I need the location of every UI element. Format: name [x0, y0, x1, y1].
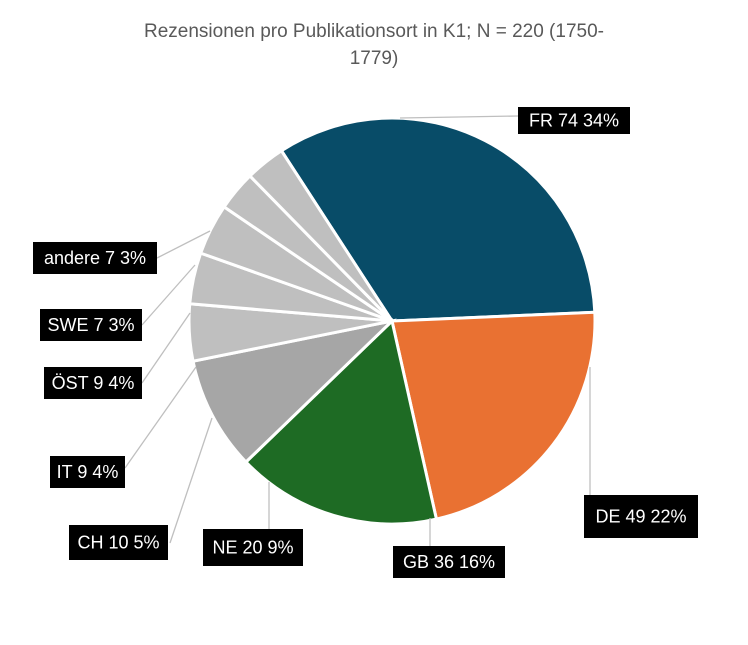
data-label-fr: FR 74 34%	[518, 107, 630, 134]
data-label-text: CH 10 5%	[77, 533, 159, 553]
data-label-box	[518, 107, 630, 134]
data-label-box	[203, 529, 303, 566]
data-label-swe: SWE 7 3%	[40, 309, 142, 341]
data-label-box	[33, 242, 157, 274]
data-label-gb: GB 36 16%	[393, 546, 505, 578]
leader-line-it	[124, 366, 197, 469]
leader-line-fr	[399, 115, 519, 119]
data-label-ne: NE 20 9%	[203, 529, 303, 566]
leader-line-ch	[169, 417, 213, 544]
leader-line-andere	[156, 230, 211, 259]
leader-line-swe	[141, 264, 196, 326]
leader-lines	[124, 115, 591, 546]
data-label-text: andere 7 3%	[44, 248, 146, 268]
pie-slice-andere	[247, 148, 394, 323]
pie-slices	[187, 116, 597, 526]
data-label-box	[69, 525, 168, 560]
data-label-text: GB 36 16%	[403, 552, 495, 572]
data-label-text: ÖST 9 4%	[52, 373, 135, 393]
data-labels: FR 74 34% DE 49 22% GB 36 16% NE 20 9% CH 10…	[33, 107, 698, 578]
chart-title-line-2: 1779)	[349, 48, 399, 69]
data-label-öst: ÖST 9 4%	[44, 367, 142, 399]
pie-slice-gb	[243, 318, 439, 526]
chart-title-line-1: Rezensionen pro Publikationsort in K1; N…	[144, 21, 604, 42]
data-label-box	[584, 495, 698, 538]
pie-slice-ne	[191, 318, 397, 465]
data-label-text: NE 20 9%	[212, 538, 293, 558]
data-label-text: SWE 7 3%	[47, 315, 134, 335]
data-label-de: DE 49 22%	[584, 495, 698, 538]
leader-line-öst	[141, 312, 191, 384]
data-label-box	[44, 367, 142, 399]
data-label-andere: andere 7 3%	[33, 242, 157, 274]
data-label-ch: CH 10 5%	[69, 525, 168, 560]
data-label-text: DE 49 22%	[595, 507, 686, 527]
data-label-box	[393, 546, 505, 578]
chart-title: Rezensionen pro Publikationsort in K1; N…	[0, 18, 748, 72]
pie-slice-de	[390, 310, 597, 521]
data-label-box	[40, 309, 142, 341]
data-label-text: FR 74 34%	[529, 111, 619, 131]
data-label-text: IT 9 4%	[57, 462, 119, 482]
data-label-box	[50, 456, 125, 488]
data-label-it: IT 9 4%	[50, 456, 125, 488]
